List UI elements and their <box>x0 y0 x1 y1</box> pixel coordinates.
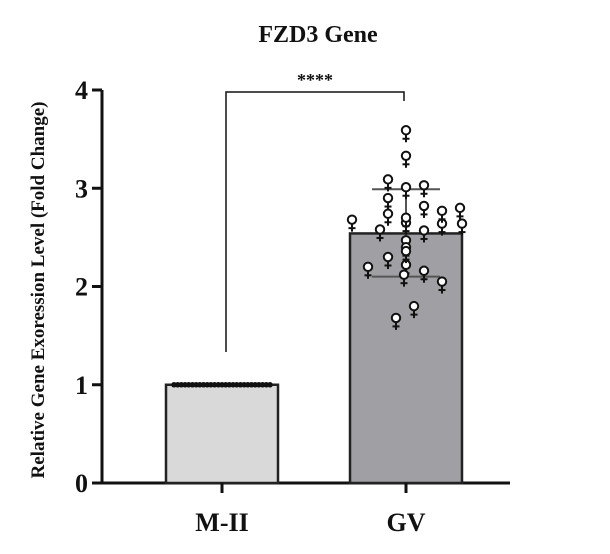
data-point-gv <box>382 208 394 226</box>
data-point-gv <box>382 174 394 192</box>
data-point-gv <box>454 202 466 220</box>
y-tick-label-1: 1 <box>75 371 88 400</box>
data-point-gv <box>400 212 412 230</box>
data-point-gv <box>456 218 468 236</box>
data-point-gv <box>382 192 394 211</box>
data-point-gv <box>400 182 412 200</box>
data-point-gv <box>362 261 374 279</box>
y-tick-label-2: 2 <box>75 273 88 302</box>
data-point-gv <box>400 245 412 264</box>
data-point-gv <box>418 225 430 243</box>
data-point-gv <box>418 180 430 198</box>
data-point-m-ii <box>267 381 273 388</box>
data-point-gv <box>418 200 430 218</box>
data-point-gv <box>436 276 448 294</box>
y-axis-label: Relative Gene Exoression Level (Fold Cha… <box>28 102 49 479</box>
x-tick-label-m-ii: M-II <box>195 508 248 537</box>
data-point-gv <box>382 251 394 269</box>
data-point-gv <box>346 214 358 232</box>
y-tick-label-4: 4 <box>75 76 88 105</box>
bar-m-ii <box>164 383 280 485</box>
data-point-gv <box>398 269 410 287</box>
data-point-gv <box>390 312 402 330</box>
chart-title: FZD3 Gene <box>258 22 378 48</box>
significance-bracket <box>225 91 405 352</box>
data-point-gv <box>400 125 412 143</box>
data-point-gv <box>408 300 420 319</box>
data-point-gv <box>400 150 412 168</box>
data-point-gv <box>418 265 430 283</box>
y-tick-label-3: 3 <box>75 174 88 203</box>
data-point-gv <box>374 224 386 242</box>
significance-label: **** <box>297 70 333 90</box>
y-tick-label-0: 0 <box>75 469 88 498</box>
data-point-gv <box>436 205 448 223</box>
x-tick-label-gv: GV <box>387 508 426 537</box>
plot-area: 0 1 2 3 4 M-II GV **** <box>75 70 510 537</box>
